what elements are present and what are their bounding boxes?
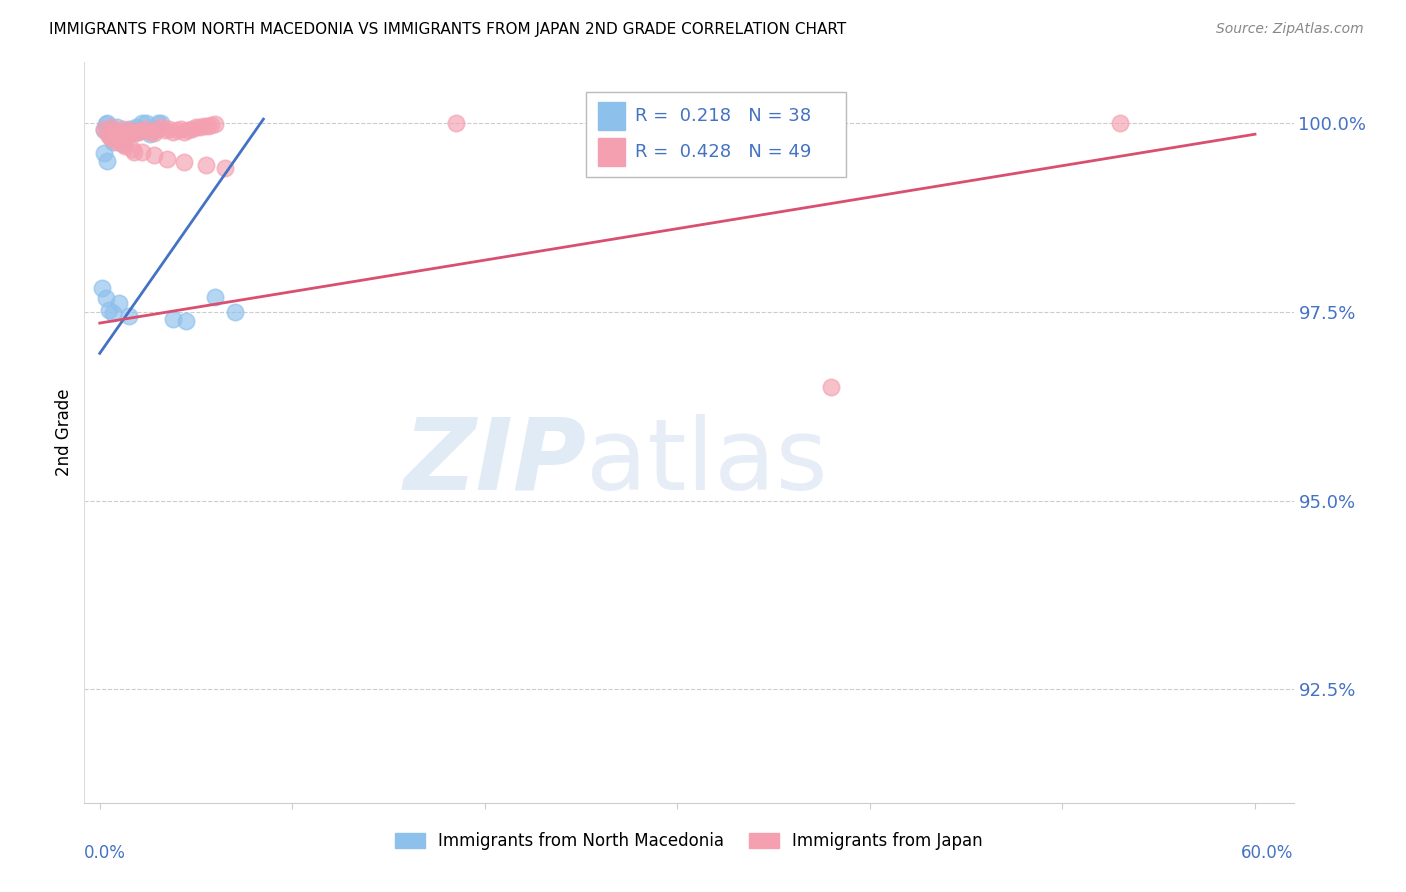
Point xyxy=(162,312,184,326)
Point xyxy=(100,122,122,136)
Point xyxy=(204,290,226,304)
Text: IMMIGRANTS FROM NORTH MACEDONIA VS IMMIGRANTS FROM JAPAN 2ND GRADE CORRELATION C: IMMIGRANTS FROM NORTH MACEDONIA VS IMMIG… xyxy=(49,22,846,37)
Point xyxy=(181,122,204,136)
Point xyxy=(129,123,152,137)
Text: ZIP: ZIP xyxy=(404,414,586,511)
Point xyxy=(105,135,128,149)
Point xyxy=(162,125,184,139)
Point xyxy=(782,116,804,130)
Legend: Immigrants from North Macedonia, Immigrants from Japan: Immigrants from North Macedonia, Immigra… xyxy=(395,832,983,850)
Point xyxy=(150,120,173,134)
Point xyxy=(155,123,177,137)
FancyBboxPatch shape xyxy=(599,138,624,166)
Point xyxy=(96,125,118,139)
Point xyxy=(117,122,139,136)
Point xyxy=(120,123,142,137)
Text: R =  0.218   N = 38: R = 0.218 N = 38 xyxy=(634,107,811,125)
Point xyxy=(114,131,136,145)
Point xyxy=(96,116,118,130)
Point xyxy=(98,129,121,144)
Point xyxy=(139,127,162,141)
Point xyxy=(214,161,236,176)
Point xyxy=(135,116,157,130)
Point xyxy=(108,295,131,310)
Point xyxy=(125,120,148,135)
Point xyxy=(105,120,128,134)
Point xyxy=(103,306,125,320)
Text: R =  0.428   N = 49: R = 0.428 N = 49 xyxy=(634,143,811,161)
Point xyxy=(444,116,467,130)
Point xyxy=(115,125,138,139)
Point xyxy=(94,117,117,131)
Point xyxy=(157,122,180,136)
Point xyxy=(127,125,149,139)
Point xyxy=(94,291,117,305)
Point xyxy=(98,127,121,141)
Point xyxy=(124,127,146,141)
Point xyxy=(108,132,131,146)
Point xyxy=(200,118,222,132)
Point xyxy=(177,123,200,137)
Point xyxy=(104,132,127,146)
Point xyxy=(204,117,226,131)
Point xyxy=(100,131,122,145)
Point xyxy=(224,304,246,318)
Point xyxy=(100,120,122,135)
Point xyxy=(184,120,207,135)
Point xyxy=(150,116,173,130)
Point xyxy=(121,142,143,156)
Point xyxy=(173,155,195,169)
Point xyxy=(103,135,125,149)
Point xyxy=(90,280,112,294)
Point xyxy=(173,125,195,139)
Text: 60.0%: 60.0% xyxy=(1241,844,1294,862)
Point xyxy=(156,152,179,166)
Text: Source: ZipAtlas.com: Source: ZipAtlas.com xyxy=(1216,22,1364,37)
Point xyxy=(111,122,134,136)
Point xyxy=(169,122,191,136)
Point xyxy=(166,123,188,137)
Point xyxy=(104,123,127,137)
Point xyxy=(176,314,198,328)
Point xyxy=(131,145,153,159)
Point xyxy=(131,123,153,137)
Point xyxy=(93,122,115,136)
Point xyxy=(124,123,146,137)
Point xyxy=(108,127,131,141)
Point xyxy=(146,116,169,130)
Y-axis label: 2nd Grade: 2nd Grade xyxy=(55,389,73,476)
Point xyxy=(124,145,146,159)
Point xyxy=(142,147,165,161)
Point xyxy=(142,127,165,141)
Point xyxy=(96,153,118,168)
Point xyxy=(188,120,211,134)
Point xyxy=(135,122,157,136)
Point xyxy=(194,158,217,172)
FancyBboxPatch shape xyxy=(599,102,624,130)
FancyBboxPatch shape xyxy=(586,92,846,178)
Point xyxy=(1109,116,1132,130)
Point xyxy=(114,138,136,153)
Point xyxy=(98,303,121,318)
Text: 0.0%: 0.0% xyxy=(84,844,127,862)
Point xyxy=(117,309,139,323)
Point xyxy=(142,123,165,137)
Point xyxy=(820,380,842,394)
Point xyxy=(146,122,169,136)
Point xyxy=(104,125,127,139)
Point xyxy=(193,119,215,133)
Point xyxy=(120,127,142,141)
Point xyxy=(139,125,162,139)
Point xyxy=(111,136,134,151)
Text: atlas: atlas xyxy=(586,414,828,511)
Point xyxy=(93,123,115,137)
Point xyxy=(197,119,219,133)
Point xyxy=(110,128,132,143)
Point xyxy=(127,125,149,139)
Point xyxy=(121,125,143,139)
Point xyxy=(93,146,115,161)
Point xyxy=(115,125,138,139)
Point xyxy=(111,136,134,151)
Point xyxy=(131,116,153,130)
